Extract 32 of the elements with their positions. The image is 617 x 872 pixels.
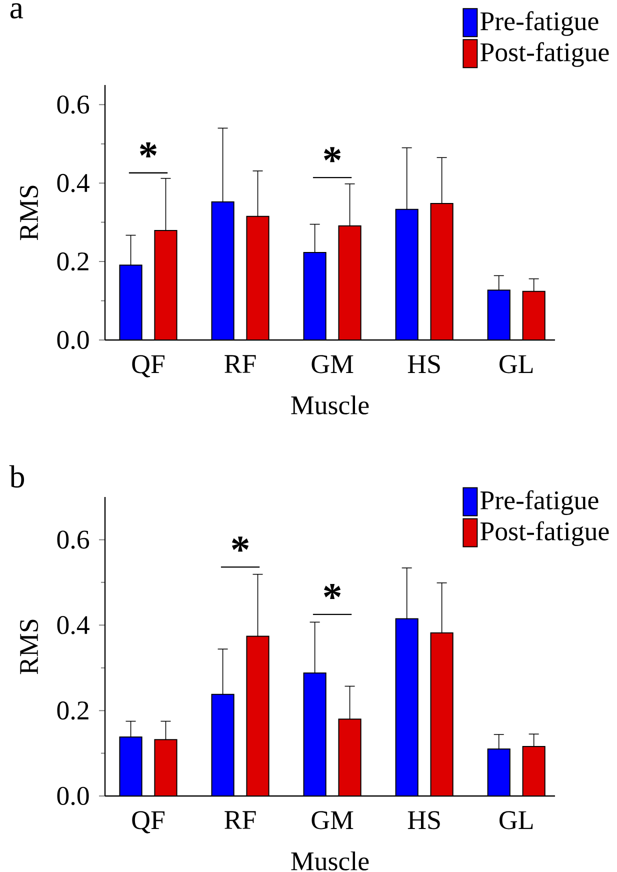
- x-tick-label: HS: [408, 355, 440, 374]
- x-axis-title: Muscle: [291, 851, 369, 870]
- x-tick-label: RF: [224, 811, 256, 829]
- y-tick-label: 0.2: [57, 252, 88, 271]
- y-tick-label: 0.4: [57, 616, 90, 634]
- x-tick-label: GM: [312, 811, 354, 830]
- x-tick-label: GL: [500, 811, 533, 830]
- y-tick-label: 0.0: [57, 330, 89, 350]
- x-axis-title: Muscle: [291, 395, 369, 414]
- legend-label: Post-fatigue: [480, 42, 609, 67]
- legend-label: Pre-fatigue: [480, 490, 598, 515]
- y-axis-title: RMS: [20, 620, 38, 674]
- x-tick-label: GL: [500, 355, 533, 374]
- annotation: *: [324, 584, 341, 599]
- y-tick-label: 0.4: [57, 174, 90, 192]
- chart-title: a: [10, 3, 24, 19]
- annotation: *: [324, 147, 341, 162]
- y-tick-label: 0.6: [57, 95, 90, 114]
- y-tick-label: 0.6: [57, 530, 90, 549]
- chart-title: b: [9, 465, 24, 488]
- legend-label: Pre-fatigue: [480, 11, 598, 36]
- legend-label: Post-fatigue: [480, 521, 609, 546]
- y-axis-title: RMS: [20, 186, 38, 240]
- x-tick-label: GM: [312, 355, 354, 374]
- x-tick-label: RF: [224, 355, 256, 373]
- y-tick-label: 0.0: [57, 786, 89, 806]
- x-tick-label: QF: [132, 355, 164, 378]
- y-tick-label: 0.2: [57, 701, 88, 720]
- x-tick-label: HS: [408, 811, 440, 830]
- annotation: *: [140, 142, 157, 158]
- annotation: *: [232, 536, 249, 552]
- x-tick-label: QF: [132, 811, 164, 834]
